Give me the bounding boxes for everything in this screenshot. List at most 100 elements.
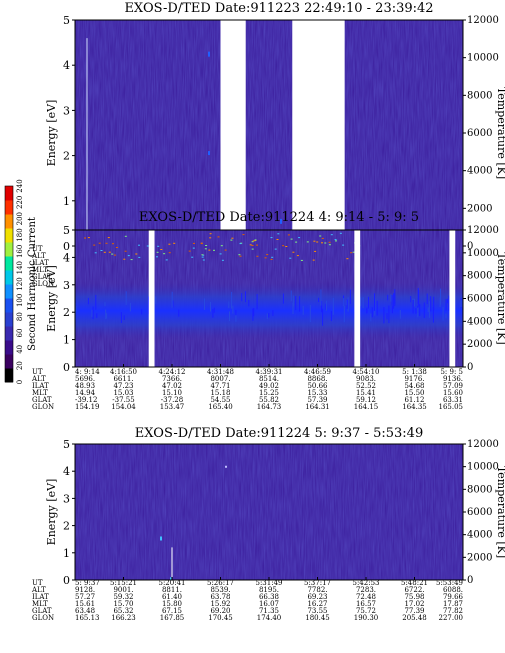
row-label-glon: GLON (32, 403, 54, 411)
high-energy-dot (289, 257, 292, 259)
energy-band-streak (155, 296, 157, 304)
table-cell: 73.55 (307, 607, 327, 615)
energy-band-streak (322, 308, 324, 326)
colorbar-tick-label: 80 (16, 312, 24, 321)
energy-band-streak (347, 297, 349, 312)
colorbar-segment (5, 354, 13, 369)
table-cell: 75.98 (404, 593, 424, 601)
table-cell: 164.31 (305, 403, 330, 411)
colorbar-tick-label: 120 (16, 277, 24, 290)
table-cell: 57.39 (307, 396, 327, 404)
table-cell: 5:15:21 (110, 579, 137, 587)
energy-band-streak (321, 301, 323, 313)
table-cell: 5: 9:37 (75, 579, 100, 587)
energy-band-streak (120, 312, 122, 323)
colorbar-segment (5, 340, 13, 355)
energy-band-streak (461, 300, 463, 308)
energy-band-streak (423, 302, 425, 318)
colorbar-segment (5, 312, 13, 327)
energy-band-streak (268, 313, 270, 318)
energy-band-streak (426, 293, 428, 304)
y-tick-label: 3 (63, 279, 70, 292)
high-energy-dot (219, 253, 222, 255)
y2-tick-label: 2000 (467, 552, 492, 563)
colorbar-tick-label: 20 (16, 361, 24, 370)
energy-band-streak (212, 308, 214, 318)
y2-tick-label: 12000 (467, 439, 499, 450)
energy-band-streak (366, 307, 368, 314)
energy-band-streak (320, 289, 322, 306)
high-energy-dot (313, 240, 316, 242)
high-energy-dot (312, 259, 315, 261)
high-energy-dot (306, 241, 309, 243)
high-energy-dot (156, 256, 158, 258)
table-cell: 17.02 (404, 600, 424, 608)
colorbar-segment (5, 284, 13, 299)
energy-band-streak (253, 308, 255, 317)
table-cell: 4:54:10 (353, 368, 380, 376)
energy-band-streak (129, 302, 131, 312)
high-energy-dot (298, 237, 301, 239)
table-cell: 5696. (75, 375, 95, 383)
table-cell: 4: 9:14 (75, 368, 100, 376)
row-label-glon: GLON (32, 280, 54, 288)
energy-band-streak (442, 306, 444, 321)
energy-band-streak (282, 293, 284, 304)
high-energy-dot (192, 247, 195, 249)
high-energy-dot (334, 239, 337, 241)
energy-band-streak (417, 287, 419, 304)
energy-band-streak (343, 298, 345, 307)
table-cell: 61.40 (162, 593, 182, 601)
energy-band-streak (318, 297, 320, 302)
table-cell: 54.55 (210, 396, 230, 404)
table-cell: 154.19 (75, 403, 100, 411)
table-cell: 77.82 (443, 607, 463, 615)
row-label-glon: GLON (32, 614, 54, 622)
high-energy-dot (107, 237, 110, 239)
table-cell: 15.50 (404, 389, 424, 397)
table-cell: 174.40 (257, 614, 282, 622)
table-cell: 8868. (307, 375, 327, 383)
high-energy-dot (103, 251, 106, 253)
table-cell: 71.35 (259, 607, 279, 615)
table-cell: 75.72 (356, 607, 376, 615)
high-energy-dot (201, 256, 204, 258)
high-energy-dot (252, 240, 255, 242)
row-label-mlt: MLT (32, 389, 48, 397)
energy-band-streak (349, 289, 351, 304)
high-energy-dot (168, 252, 171, 254)
high-energy-dot (124, 250, 127, 252)
y2-tick-label: 8000 (467, 271, 492, 282)
high-energy-dot (168, 243, 171, 245)
table-cell: 55.82 (259, 396, 279, 404)
table-cell: 190.30 (354, 614, 379, 622)
energy-band-streak (325, 300, 327, 311)
energy-band-streak (91, 309, 93, 317)
y-tick-label: 3 (63, 492, 70, 505)
y2-tick-label: 12000 (467, 15, 499, 26)
colorbar-segment (5, 326, 13, 341)
data-gap (148, 230, 155, 367)
energy-band-streak (371, 307, 373, 318)
table-cell: 52.52 (356, 382, 376, 390)
energy-band-streak (391, 305, 393, 314)
high-energy-dot (201, 254, 204, 256)
energy-band-streak (272, 310, 274, 316)
table-cell: 49.02 (259, 382, 279, 390)
y2-tick-label: 8000 (467, 484, 492, 495)
energy-band-streak (362, 297, 364, 309)
y-axis-label: Energy [eV] (45, 479, 58, 546)
high-energy-dot (274, 248, 277, 250)
high-energy-dot (319, 235, 322, 237)
y2-tick-label: 10000 (467, 462, 499, 473)
y-tick-label: 4 (63, 251, 70, 264)
feature-spot (160, 536, 162, 541)
high-energy-dot (146, 245, 149, 247)
table-cell: 4:39:31 (256, 368, 283, 376)
energy-band-streak (415, 308, 417, 314)
high-energy-dot (342, 244, 345, 246)
high-energy-dot (254, 240, 257, 241)
y-tick-label: 5 (63, 224, 70, 237)
high-energy-dot (191, 256, 194, 258)
table-cell: 63.48 (75, 607, 95, 615)
